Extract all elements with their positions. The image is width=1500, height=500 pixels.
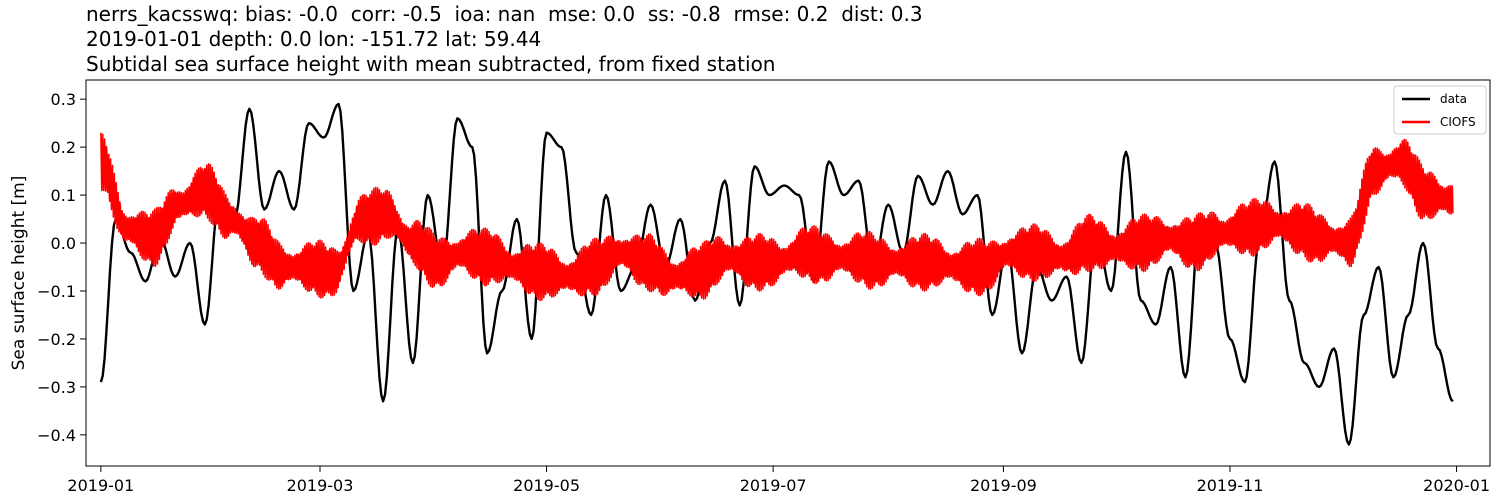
y-tick-label: −0.3 [37,378,76,397]
x-tick-label: 2020-01 [1423,476,1490,495]
legend-label-ciofs: CIOFS [1440,115,1476,129]
legend: data CIOFS [1393,85,1487,135]
series-lines [99,102,1454,446]
y-tick-label: −0.1 [37,282,76,301]
x-tick-label: 2019-09 [970,476,1037,495]
y-tick-label: 0.2 [51,138,76,157]
y-axis-label: Sea surface height [m] [9,176,29,371]
plot-frame [85,79,1491,467]
x-tick-label: 2019-11 [1197,476,1264,495]
x-tick-label: 2019-03 [287,476,354,495]
legend-label-data: data [1440,92,1467,106]
x-tick-label: 2019-07 [740,476,807,495]
chart-title-stats: nerrs_kacsswq: bias: -0.0 corr: -0.5 ioa… [86,2,923,26]
y-tick-label: −0.2 [37,330,76,349]
chart-title-station: 2019-01-01 depth: 0.0 lon: -151.72 lat: … [86,27,542,51]
y-axis: 0.3 0.2 0.1 0.0 −0.1 −0.2 −0.3 −0.4 [37,90,86,445]
y-tick-label: 0.1 [51,186,76,205]
series-line-data [99,102,1454,446]
y-tick-label: 0.3 [51,90,76,109]
series-line-ciofs [100,132,1454,302]
chart-title-description: Subtidal sea surface height with mean su… [86,52,776,76]
x-tick-label: 2019-05 [513,476,580,495]
y-tick-label: 0.0 [51,234,76,253]
plot-area [99,102,1454,446]
chart-title-block: nerrs_kacsswq: bias: -0.0 corr: -0.5 ioa… [86,2,923,77]
y-tick-label: −0.4 [37,426,76,445]
x-tick-label: 2019-01 [67,476,134,495]
x-axis: 2019-01 2019-03 2019-05 2019-07 2019-09 2019-… [67,466,1490,495]
